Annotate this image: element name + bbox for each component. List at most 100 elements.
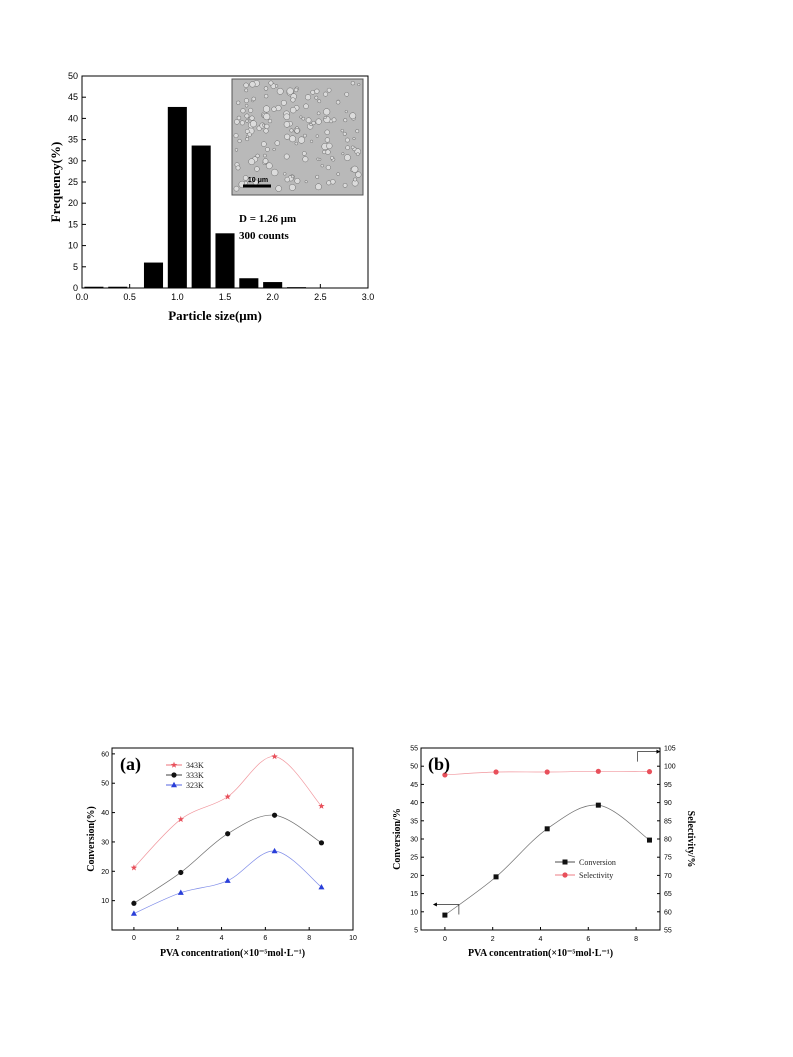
right-axis-arrowhead [656,749,661,754]
y-tick-label: 25 [68,177,78,187]
panel-label: (b) [428,754,450,775]
particle [336,172,340,176]
particle [244,113,250,119]
particle [325,164,331,171]
particle [284,133,291,140]
y-tick-label: 20 [68,198,78,208]
conversion-selectivity-chart-b: 0 2 4 6 851015202530354045505555606570758085… [392,746,696,960]
y-tick-label: 30 [101,839,109,846]
particle [311,120,316,126]
particle [349,112,357,120]
data-point [318,802,325,809]
x-tick-label: 6 [586,936,590,943]
y2-tick-label: 80 [664,837,672,844]
particle [324,137,331,143]
particle [317,99,322,104]
particle [263,153,267,158]
particle [265,147,270,152]
y2-tick-label: 55 [664,928,672,935]
y2-tick-label: 75 [664,855,672,862]
particle [249,81,256,88]
x-tick-label: 0 [443,936,447,943]
data-point [646,769,653,775]
particle [262,158,269,164]
data-point [130,864,138,871]
panel-label: (a) [120,754,141,775]
particle [274,140,280,146]
particle [343,118,348,123]
series-line [133,756,322,869]
histogram-bar [191,145,211,288]
particle [294,128,300,134]
x-tick-label: 8 [634,936,638,943]
y-tick-label: 30 [68,156,78,166]
x-axis-title: Particle size(μm) [168,308,262,323]
data-point [224,877,231,883]
histogram-chart: 0.0 0.5 1.0 1.5 2.0 2.5 3.0 0 5 10 15 20 25 30 35 40 45 5… [48,71,374,323]
particle [249,115,255,121]
data-point [318,883,325,890]
data-point [131,900,137,906]
particle [271,168,279,177]
data-point [493,874,499,880]
y-tick-label: 10 [410,909,418,916]
x-tick-label: 0 [132,935,136,942]
particle [315,134,319,138]
x-tick-label: 4 [220,935,224,942]
y2-tick-label: 95 [664,782,672,789]
data-point [178,869,184,876]
histogram-bar [108,286,128,288]
particle [264,123,270,129]
data-point [271,753,278,760]
particle [335,100,341,105]
particle [262,105,271,113]
x-tick-label: 0.5 [123,292,136,302]
left-axis-arrow [434,904,460,915]
particle [314,88,320,94]
particle [305,117,312,124]
data-point [271,812,278,818]
histogram-bar [239,278,259,288]
data-point [646,837,652,843]
particle [284,176,291,183]
y-tick-label: 55 [410,746,418,753]
legend-label: 343K [186,761,204,770]
x-axis-title: PVA concentration(×10⁻⁵mol·L⁻¹) [160,948,305,959]
particle [290,174,295,179]
data-point [595,802,601,808]
legend-label: Selectivity [579,871,613,880]
particle [268,80,274,86]
data-point [442,772,448,778]
data-point [271,847,278,854]
x-tick-label: 0.0 [76,292,89,302]
particle [263,86,269,91]
series-line [133,814,322,904]
particle [275,84,279,88]
particle [324,129,330,135]
y2-tick-label: 90 [664,800,672,807]
particle [283,113,290,120]
y-axis-title: Conversion/% [392,808,403,870]
y-tick-label: 40 [101,810,109,817]
particle [304,94,312,101]
particle [286,87,294,95]
particle [271,106,277,112]
particle [248,158,255,165]
data-point [177,815,185,823]
particle [265,162,273,170]
particle [344,110,348,114]
particle [304,180,308,184]
particle [353,177,358,182]
data-point [544,769,550,775]
particle [237,138,242,144]
particle [290,106,297,114]
y-tick-label: 60 [101,751,109,758]
y2-tick-label: 105 [664,746,676,753]
data-point [318,840,325,846]
y2-tick-label: 65 [664,891,672,898]
legend-label: 323K [186,781,204,790]
y-tick-label: 20 [101,869,109,876]
y-tick-label: 25 [410,855,418,862]
y-tick-label: 50 [101,781,109,788]
